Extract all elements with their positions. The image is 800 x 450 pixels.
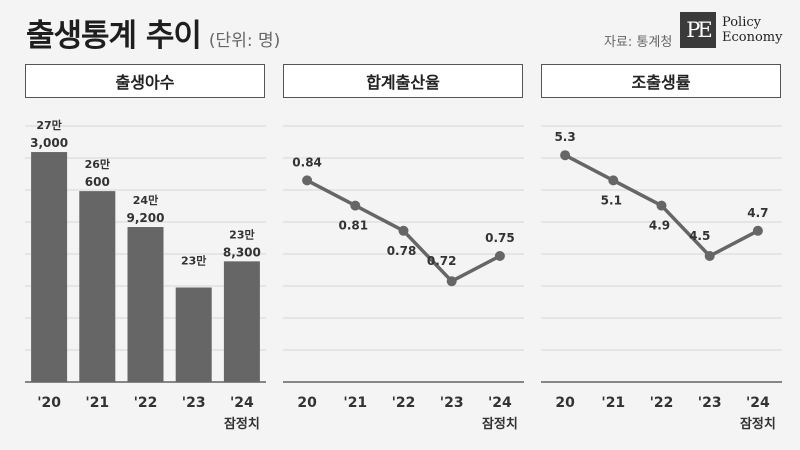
brand-logo: PE Policy Economy: [680, 12, 782, 48]
unit-label: (단위: 명): [208, 31, 281, 51]
bar: [79, 191, 116, 382]
data-point: [446, 276, 457, 287]
data-label-bottom: 600: [85, 175, 110, 189]
panel-title-fertility-rate: 합계출산율: [283, 64, 523, 98]
data-label: 4.5: [689, 229, 710, 243]
data-point: [752, 225, 763, 236]
page-title: 출생통계 추이: [26, 18, 202, 54]
x-tick-label: 20: [555, 395, 575, 411]
panel-title-crude-birth-rate: 조출생률: [541, 64, 781, 98]
data-point: [704, 251, 715, 261]
data-point: [608, 175, 619, 186]
logo-line-economy: Economy: [722, 30, 783, 45]
source-label: 자료: 통계청: [604, 35, 673, 50]
data-label: 0.75: [485, 231, 515, 245]
x-tick-label: '23: [440, 395, 464, 411]
data-point: [656, 200, 667, 211]
data-label-top: 26만: [85, 157, 110, 171]
x-tick-label: '24: [746, 395, 770, 411]
x-tick-label: '20: [37, 395, 61, 411]
data-label-top: 23만: [229, 227, 254, 241]
data-label-top: 24만: [133, 193, 158, 207]
data-label-bottom: 3,000: [30, 136, 68, 150]
x-tick-label: '21: [85, 395, 109, 411]
provisional-note: 잠정치: [224, 416, 260, 432]
data-label: 4.7: [747, 206, 768, 220]
logo-text: Policy Economy: [722, 15, 782, 45]
data-label-bottom: 9,200: [127, 211, 165, 225]
data-point: [350, 200, 361, 211]
data-label-top: 23만: [181, 254, 206, 268]
header: 출생통계 추이 (단위: 명): [26, 10, 280, 54]
data-point: [398, 225, 409, 236]
data-label: 0.81: [338, 219, 368, 233]
data-label: 5.3: [554, 130, 575, 144]
data-label: 0.78: [387, 244, 417, 258]
logo-icon: PE: [680, 12, 716, 48]
data-label: 4.9: [649, 219, 670, 233]
x-tick-label: '23: [182, 395, 206, 411]
bar: [175, 287, 212, 382]
panel-title-births: 출생아수: [25, 64, 265, 98]
x-tick-label: '23: [698, 395, 722, 411]
data-label: 0.72: [427, 254, 457, 268]
x-tick-label: 20: [297, 395, 317, 411]
data-point: [302, 175, 313, 186]
x-tick-label: '21: [601, 395, 625, 411]
x-tick-label: '22: [134, 395, 158, 411]
data-point: [494, 251, 505, 261]
data-label-bottom: 8,300: [223, 245, 261, 259]
bar: [223, 261, 260, 382]
data-label: 0.84: [292, 155, 322, 169]
x-tick-label: '22: [392, 395, 416, 411]
data-point: [560, 150, 571, 161]
logo-line-policy: Policy: [722, 15, 761, 30]
provisional-note: 잠정치: [482, 416, 518, 432]
x-tick-label: '24: [488, 395, 512, 411]
data-label: 5.1: [601, 193, 622, 207]
data-label-top: 27만: [36, 118, 61, 132]
provisional-note: 잠정치: [740, 416, 776, 432]
x-tick-label: '24: [230, 395, 254, 411]
bar: [127, 227, 164, 382]
bar: [31, 152, 68, 382]
x-tick-label: '21: [343, 395, 367, 411]
x-tick-label: '22: [650, 395, 674, 411]
